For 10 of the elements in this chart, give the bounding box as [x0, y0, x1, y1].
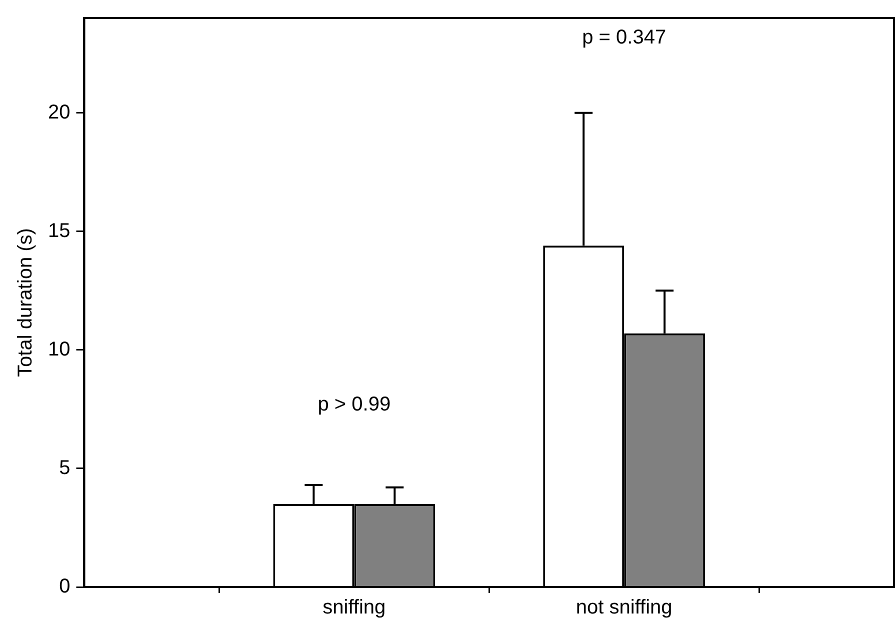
x-tick-label: sniffing: [322, 596, 386, 619]
y-tick-label: 0: [59, 576, 70, 598]
annotation: p = 0.347: [582, 26, 666, 49]
y-tick-label: 10: [48, 338, 70, 360]
y-tick-label: 15: [48, 220, 70, 242]
y-tick-label: 5: [59, 456, 70, 479]
x-tick-label: not sniffing: [576, 596, 672, 619]
y-tick-label: 20: [48, 101, 70, 124]
annotation: p > 0.99: [318, 394, 391, 416]
y-axis-title: Total duration (s): [14, 228, 37, 377]
